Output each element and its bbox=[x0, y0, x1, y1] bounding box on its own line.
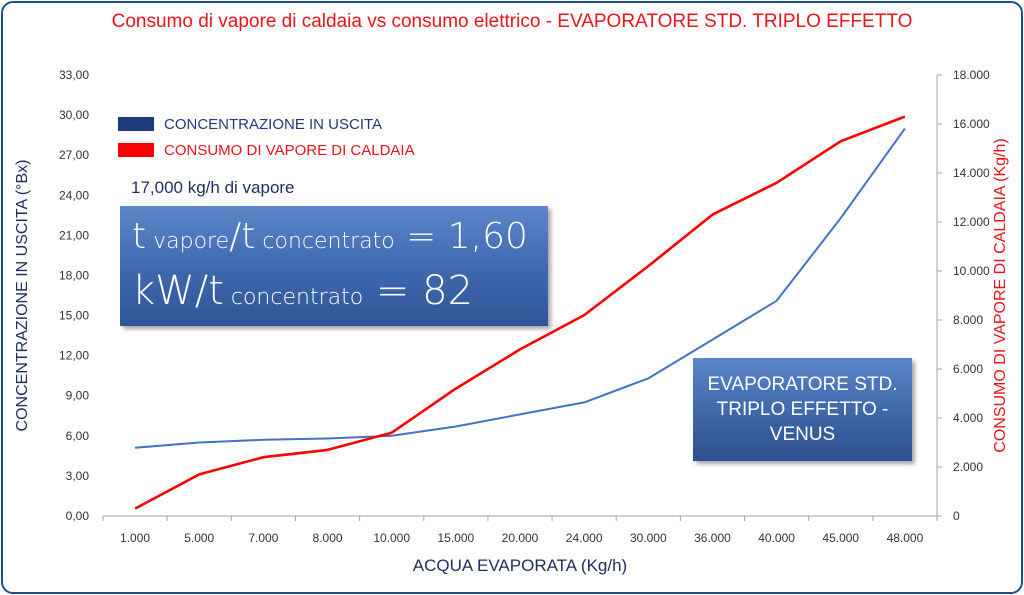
steam-consumption-line bbox=[134, 115, 906, 510]
legend-swatch-steam bbox=[118, 143, 154, 157]
y-left-tick-label: 30,00 bbox=[59, 108, 89, 122]
x-tick-label: 10.000 bbox=[373, 531, 410, 545]
x-tick-label: 20.000 bbox=[502, 531, 539, 545]
y-left-tick-label: 3,00 bbox=[66, 469, 90, 483]
ratio-vapore: vapore bbox=[146, 229, 230, 254]
x-tick-label: 24.000 bbox=[566, 531, 603, 545]
y-left-tick-label: 33,00 bbox=[59, 68, 89, 82]
x-tick-label: 5.000 bbox=[184, 531, 214, 545]
y-right-tick-label: 2.000 bbox=[953, 460, 983, 474]
y-right-tick-label: 6.000 bbox=[953, 362, 983, 376]
y-left-tick-label: 18,00 bbox=[59, 268, 89, 282]
y-right-axis-title: CONSUMO DI VAPORE DI CALDAIA (Kg/h) bbox=[992, 138, 1009, 452]
legend-item-concentration: CONCENTRAZIONE IN USCITA bbox=[118, 114, 382, 134]
ratio-slash-t: /t bbox=[229, 216, 256, 257]
ratio-box: t vapore/t concentrato = 1,60 kW/t conce… bbox=[120, 206, 548, 326]
y-left-tick-label: 12,00 bbox=[59, 349, 89, 363]
y-left-tick-label: 6,00 bbox=[66, 429, 90, 443]
y-right-tick-label: 14.000 bbox=[953, 166, 990, 180]
y-right-tick-label: 8.000 bbox=[953, 313, 983, 327]
ratio-value: = 1,60 bbox=[394, 216, 528, 257]
venus-line-1: EVAPORATORE STD. bbox=[707, 374, 898, 395]
concentration-line bbox=[135, 127, 906, 449]
x-tick-label: 7.000 bbox=[248, 531, 278, 545]
power-value: = 82 bbox=[363, 268, 474, 314]
y-left-tick-label: 0,00 bbox=[66, 509, 90, 523]
y-right-tick-label: 4.000 bbox=[953, 411, 983, 425]
legend-item-steam: CONSUMO DI VAPORE DI CALDAIA bbox=[118, 140, 415, 160]
x-tick-label: 8.000 bbox=[313, 531, 343, 545]
legend-label-concentration: CONCENTRAZIONE IN USCITA bbox=[164, 115, 383, 133]
chart-title: Consumo di vapore di caldaia vs consumo … bbox=[111, 11, 913, 32]
y-right-tick-label: 0 bbox=[953, 509, 960, 523]
ratio-t1: t bbox=[132, 216, 147, 257]
x-axis-title: ACQUA EVAPORATA (Kg/h) bbox=[413, 556, 627, 575]
y-left-tick-label: 9,00 bbox=[66, 389, 90, 403]
ratio-concentrato: concentrato bbox=[255, 229, 395, 254]
x-tick-label: 45.000 bbox=[822, 531, 859, 545]
x-tick-label: 48.000 bbox=[887, 531, 924, 545]
y-right-tick-label: 12.000 bbox=[953, 215, 990, 229]
steam-note: 17,000 kg/h di vapore bbox=[131, 178, 295, 197]
legend-label-steam: CONSUMO DI VAPORE DI CALDAIA bbox=[164, 141, 415, 159]
y-left-tick-label: 27,00 bbox=[59, 148, 89, 162]
y-left-tick-label: 21,00 bbox=[59, 228, 89, 242]
venus-line-2: TRIPLO EFFETTO - bbox=[716, 399, 889, 420]
steam-ratio-text: t vapore/t concentrato = 1,60 bbox=[132, 216, 528, 257]
y-right-tick-label: 16.000 bbox=[953, 117, 990, 131]
power-ratio-text: kW/t concentrato = 82 bbox=[132, 268, 473, 314]
x-tick-label: 40.000 bbox=[758, 531, 795, 545]
y-right-tick-label: 10.000 bbox=[953, 264, 990, 278]
x-tick-label: 15.000 bbox=[437, 531, 474, 545]
venus-line-3: VENUS bbox=[769, 424, 836, 445]
x-tick-label: 1.000 bbox=[120, 531, 150, 545]
y-right-tick-label: 18.000 bbox=[953, 68, 990, 82]
y-left-tick-label: 24,00 bbox=[59, 188, 89, 202]
power-kwt: kW/t bbox=[132, 268, 224, 314]
x-tick-label: 36.000 bbox=[694, 531, 731, 545]
y-left-tick-label: 15,00 bbox=[59, 309, 89, 323]
x-tick-label: 30.000 bbox=[630, 531, 667, 545]
venus-box: EVAPORATORE STD. TRIPLO EFFETTO - VENUS bbox=[693, 358, 912, 461]
power-concentrato: concentrato bbox=[223, 285, 364, 310]
y-left-axis-title: CONCENTRAZIONE IN USCITA (°Bx) bbox=[14, 160, 31, 432]
legend-swatch-concentration bbox=[118, 117, 154, 131]
chart-plot: 0,00 3,00 6,00 9,00 12,00 15,00 18,00 21,00 24,0… bbox=[14, 68, 1009, 575]
